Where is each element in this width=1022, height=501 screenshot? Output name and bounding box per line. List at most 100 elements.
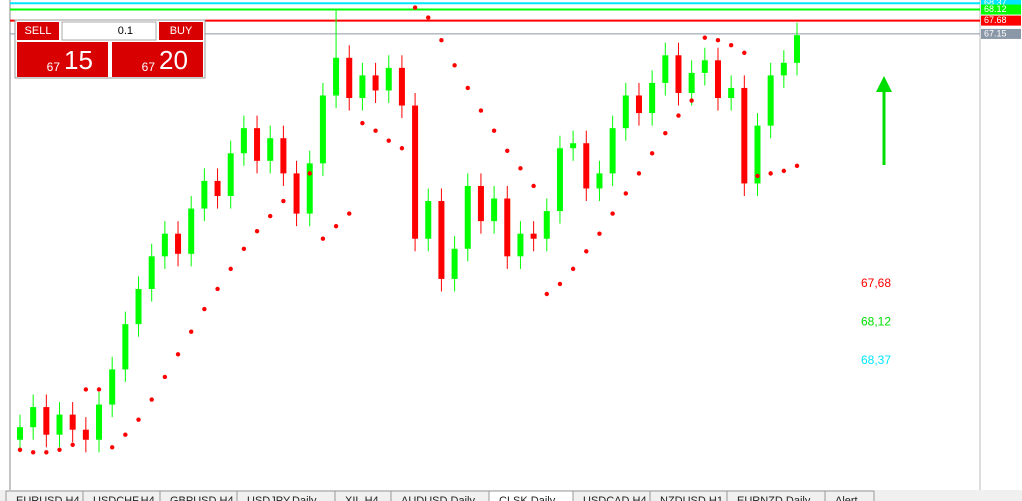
sar-dot (320, 236, 326, 241)
candle-body (675, 55, 682, 93)
sar-dot (83, 387, 89, 392)
sar-dot (96, 387, 102, 392)
sar-dot (70, 442, 75, 447)
sar-dot (597, 231, 602, 236)
sar-dot (241, 246, 247, 251)
tab-label: XIL,H4 (345, 495, 379, 501)
sar-dot (44, 450, 49, 455)
sar-dot (557, 281, 563, 287)
sar-dot (439, 38, 444, 43)
sar-dot (518, 166, 523, 171)
tab-label: USDJPY,Daily (247, 495, 317, 501)
level-annotation: 68,37 (861, 353, 891, 367)
candle-body (17, 427, 23, 440)
sar-dot (360, 120, 365, 126)
candle-body (794, 35, 800, 63)
sell-price-small: 67 (47, 60, 61, 74)
buy-price-box[interactable] (112, 42, 203, 77)
sar-dot (136, 417, 141, 422)
candle-body (333, 57, 340, 96)
price-label-box (981, 4, 1021, 15)
candle-body (451, 248, 458, 279)
sar-dot (30, 450, 36, 455)
candle-body (728, 87, 735, 98)
arrow-head (876, 76, 892, 92)
candle-body (385, 67, 392, 91)
sar-dot (452, 63, 457, 68)
sar-dot (281, 198, 286, 204)
sar-dot (202, 306, 207, 312)
sar-dot (123, 432, 128, 437)
sar-dot (373, 128, 378, 133)
candle-body (82, 429, 89, 440)
sar-dot (610, 211, 615, 216)
tab-label: EURNZD,Daily (737, 495, 811, 501)
candle-body (398, 67, 405, 106)
symbol-tab[interactable] (824, 490, 875, 501)
candle-body (649, 82, 656, 114)
candle-body (227, 153, 234, 196)
lot-value: 0.1 (118, 25, 133, 37)
price-label-box (981, 0, 1021, 9)
tab-label: USDCAD,H4 (583, 495, 647, 501)
price-label: 67.15 (984, 28, 1007, 38)
sar-dot (228, 266, 233, 272)
candle-body (188, 208, 195, 254)
candle-body (464, 185, 471, 249)
candle-body (412, 105, 419, 239)
candle-body (214, 180, 221, 196)
sar-dot (254, 228, 260, 234)
candle-body (280, 138, 287, 174)
sell-button[interactable] (17, 22, 59, 40)
sar-dot (570, 266, 576, 272)
candle-body (161, 233, 168, 257)
tab-label: GBPUSD,H4 (170, 495, 234, 501)
sar-dot (742, 50, 747, 55)
candle-body (741, 87, 748, 184)
sar-dot (465, 85, 470, 91)
sell-label: SELL (25, 25, 52, 37)
one-click-panel: SELL 0.1 BUY 67 15 67 20 (14, 19, 206, 79)
candle-body (122, 324, 129, 370)
sar-dot (702, 35, 708, 40)
sar-dot (755, 173, 760, 179)
sar-dot (268, 213, 273, 219)
candle-body (635, 95, 642, 114)
candle-body (504, 198, 511, 257)
sar-dot (189, 329, 194, 334)
candle-body (175, 233, 182, 254)
sar-dot (663, 130, 668, 136)
sar-dot (478, 108, 484, 113)
candle-body (43, 407, 50, 435)
level-annotation: 68,12 (861, 315, 891, 329)
candle-body (96, 404, 103, 440)
candle-body (254, 128, 261, 161)
sar-dot (109, 445, 115, 450)
tab-label: AUDUSD,Daily (401, 495, 475, 501)
candle-body (346, 57, 353, 98)
sar-dot (781, 168, 787, 174)
sar-dot (307, 171, 312, 176)
level-annotation: 67,68 (861, 276, 891, 290)
candle-body (754, 125, 761, 184)
sar-dot (584, 249, 589, 254)
sar-dot (175, 352, 181, 357)
candle-body (56, 414, 63, 435)
sar-dot (544, 291, 549, 297)
sell-price-box[interactable] (17, 42, 108, 77)
sar-dot (215, 286, 220, 292)
sar-dot (491, 128, 497, 133)
price-label: 67.68 (984, 15, 1007, 25)
buy-button[interactable] (159, 22, 203, 40)
candle-body (306, 163, 313, 214)
candle-body (69, 414, 76, 430)
candle-body (714, 60, 721, 98)
lot-input[interactable] (61, 21, 157, 41)
sar-dot (149, 397, 154, 402)
sar-dot (386, 138, 391, 143)
sell-price-big: 15 (64, 45, 93, 75)
sar-dot (636, 171, 642, 176)
tab-label: Alert (835, 495, 858, 501)
